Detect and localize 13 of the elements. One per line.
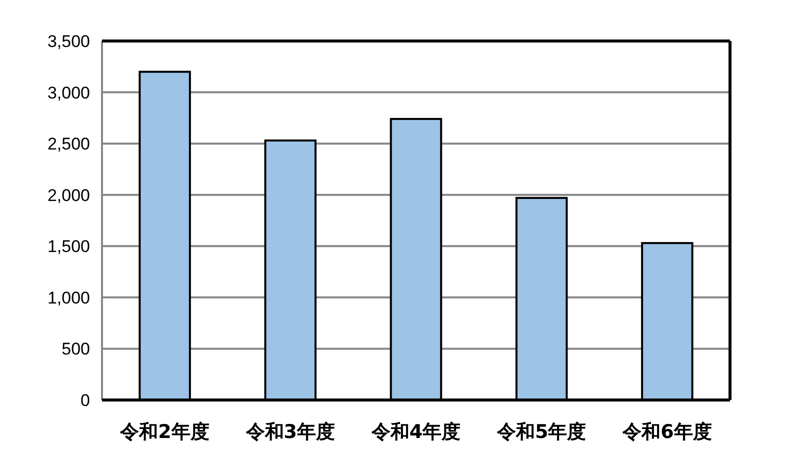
y-tick-label: 500	[62, 340, 90, 359]
x-tick-label: 令和5年度	[496, 421, 586, 443]
x-tick-label: 令和2年度	[119, 421, 210, 443]
x-tick-label: 令和3年度	[244, 421, 336, 443]
y-tick-label: 1,000	[47, 288, 90, 308]
y-tick-label: 1,500	[47, 237, 90, 256]
x-tick-label: 令和6年度	[622, 421, 712, 443]
y-tick-label: 2,500	[47, 134, 90, 154]
y-tick-label: 3,000	[47, 83, 90, 102]
x-tick-label: 令和4年度	[370, 421, 461, 443]
y-tick-label: 2,000	[47, 186, 90, 205]
y-tick-label: 0	[80, 391, 90, 410]
y-tick-label: 3,500	[47, 32, 90, 51]
